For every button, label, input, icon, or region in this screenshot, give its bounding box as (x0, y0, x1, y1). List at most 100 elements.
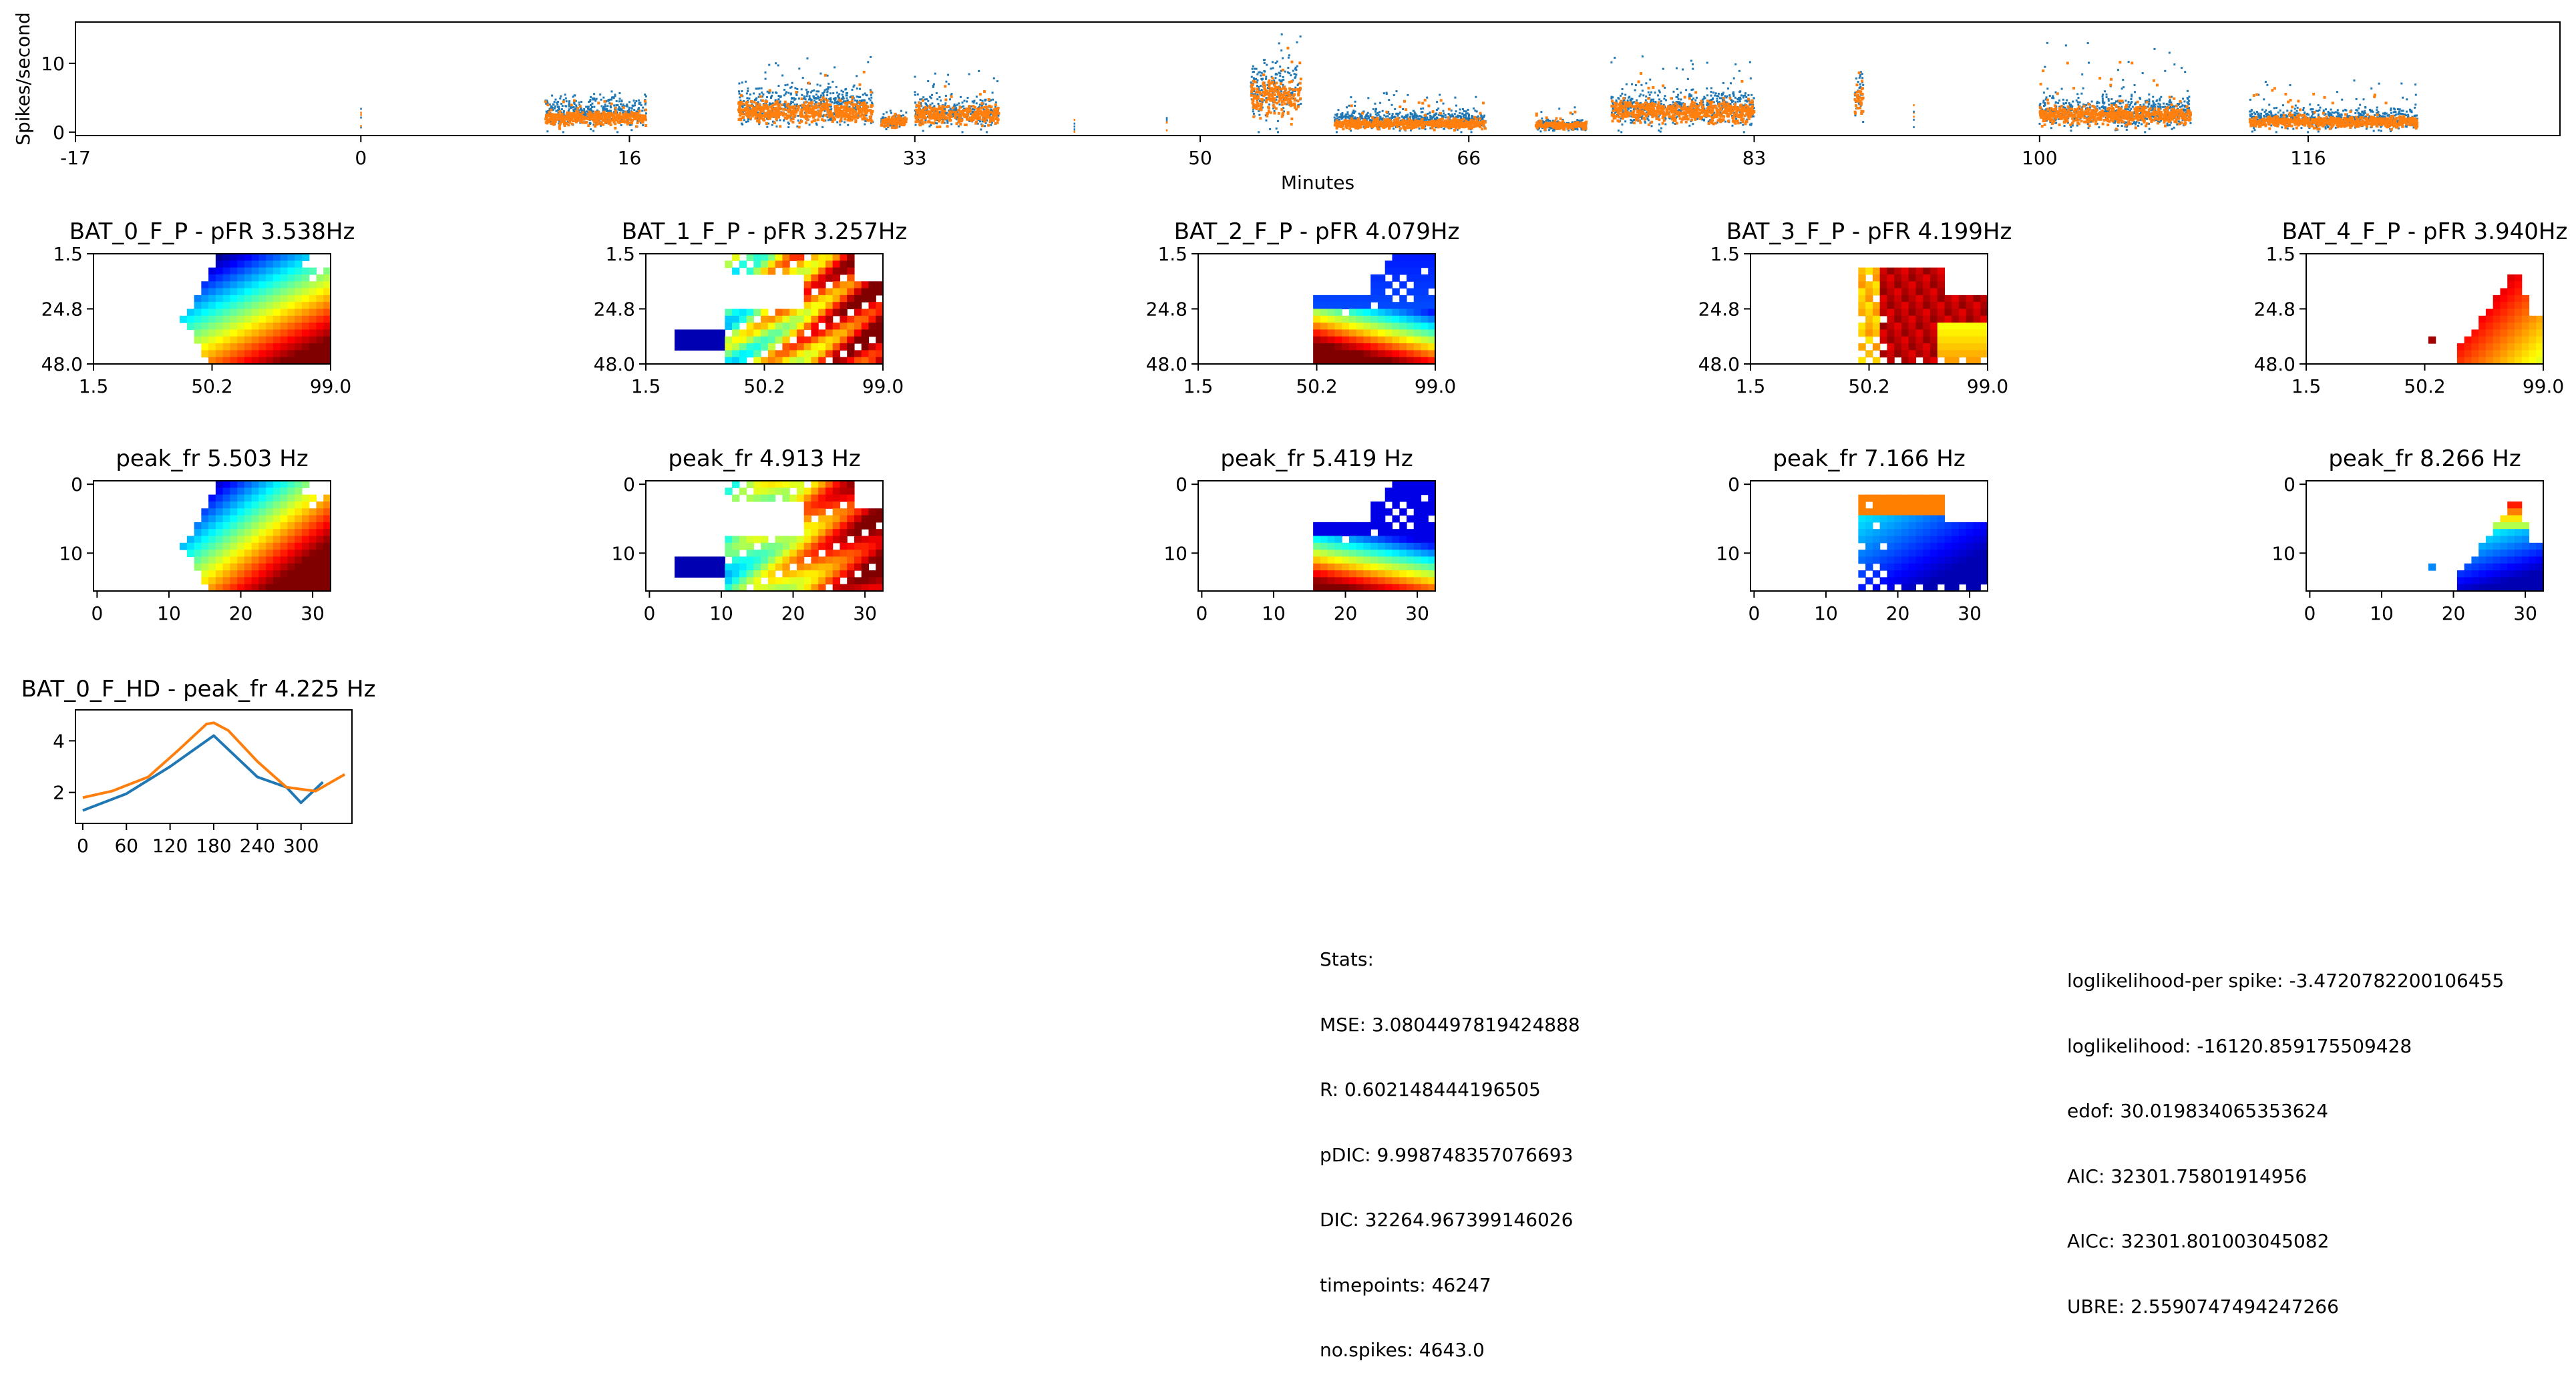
spike-point-blue (741, 81, 743, 84)
spike-point-orange (1551, 124, 1554, 127)
spike-point-orange (924, 116, 927, 120)
spike-point-orange (968, 105, 971, 108)
spike-point-orange (776, 112, 779, 115)
spike-point-orange (1431, 120, 1434, 123)
spike-point-orange (738, 106, 741, 109)
spike-point-orange (1264, 87, 1267, 91)
spike-point-blue (1394, 108, 1397, 110)
spike-point-blue (1416, 115, 1419, 118)
spike-point-orange (622, 106, 625, 110)
spike-point-blue (1349, 130, 1352, 132)
spike-point-blue (599, 93, 602, 95)
spike-point-orange (1424, 121, 1427, 124)
spike-point-blue (1580, 120, 1582, 122)
spike-point-orange (938, 116, 942, 119)
spike-point-orange (1472, 121, 1475, 124)
spike-point-orange (930, 121, 933, 124)
spike-point-orange (1277, 86, 1280, 89)
spike-point-blue (568, 105, 570, 108)
spike-point-orange (977, 108, 980, 112)
spike-point-blue (552, 109, 554, 112)
spike-point-blue (560, 111, 563, 114)
spike-point-orange (841, 110, 844, 113)
spike-point-orange (996, 121, 999, 124)
spike-point-orange (826, 110, 830, 113)
spike-point-orange (1368, 122, 1371, 125)
spike-point-orange (800, 110, 803, 114)
spike-point-orange (891, 126, 894, 130)
spike-point-orange (1282, 100, 1285, 103)
spike-point-blue (771, 94, 773, 97)
spike-point-blue (994, 106, 996, 108)
spike-point-orange (860, 114, 864, 117)
spike-point-orange (1580, 122, 1583, 125)
spike-point-orange (1297, 90, 1300, 93)
spike-point-orange (560, 113, 564, 116)
spike-point-blue (821, 126, 824, 128)
spike-point-blue (615, 104, 618, 106)
spike-point-orange (759, 115, 763, 118)
spike-point-blue (586, 108, 589, 110)
spike-point-orange (560, 120, 563, 124)
spike-point-orange (789, 119, 793, 122)
spike-point-blue (743, 100, 745, 102)
spike-point-orange (777, 116, 780, 119)
spike-point-orange (983, 89, 986, 93)
spike-point-orange (967, 108, 970, 111)
spike-point-orange (823, 114, 827, 117)
spike-point-orange (800, 108, 803, 112)
spike-point-orange (1361, 112, 1364, 115)
spike-point-orange (805, 108, 809, 111)
spike-point-blue (743, 119, 745, 122)
spike-point-blue (1393, 116, 1396, 119)
spike-point-blue (930, 97, 932, 100)
spike-point-orange (1298, 61, 1302, 65)
spike-point-blue (1367, 115, 1370, 118)
spike-point-blue (568, 100, 571, 103)
spike-point-orange (603, 117, 606, 120)
spike-point-orange (761, 114, 764, 118)
spike-point-orange (1362, 122, 1366, 126)
spike-point-orange (582, 118, 586, 121)
spike-point-blue (626, 110, 629, 113)
spike-point-orange (1277, 112, 1280, 115)
spike-point-orange (934, 113, 938, 116)
spike-point-blue (1475, 95, 1477, 98)
spike-point-blue (917, 118, 920, 121)
spike-point-blue (546, 112, 549, 114)
spike-point-orange (787, 114, 790, 118)
spike-point-blue (823, 89, 826, 91)
spike-point-orange (838, 109, 842, 112)
spike-point-orange (916, 104, 919, 108)
spike-point-blue (633, 109, 636, 112)
spike-point-blue (771, 91, 774, 94)
spike-point-orange (1410, 119, 1413, 122)
spike-point-blue (1402, 108, 1405, 110)
spike-point-orange (896, 120, 900, 123)
spike-point-orange (1262, 73, 1266, 77)
spike-point-blue (761, 91, 763, 94)
spike-point-orange (552, 117, 555, 120)
spike-point-orange (958, 106, 962, 109)
spike-point-orange (1397, 123, 1401, 126)
spike-point-orange (938, 105, 941, 108)
spike-point-blue (1572, 121, 1574, 124)
spike-point-orange (628, 115, 631, 118)
spike-point-blue (980, 104, 983, 107)
spike-point-blue (787, 126, 790, 129)
spike-point-orange (581, 111, 584, 114)
spike-point-orange (943, 110, 946, 113)
spike-point-orange (1374, 120, 1378, 123)
spike-point-orange (805, 105, 808, 108)
spike-point-blue (1574, 128, 1577, 130)
spike-point-orange (811, 106, 815, 110)
spike-point-blue (546, 102, 549, 105)
spike-point-orange (1482, 124, 1485, 128)
spike-point-orange (1276, 85, 1279, 89)
spike-point-blue (1370, 119, 1372, 122)
spike-point-blue (1466, 112, 1469, 115)
spike-point-blue (1265, 97, 1268, 100)
spike-point-orange (848, 107, 851, 110)
spike-point-orange (823, 103, 826, 106)
spike-point-orange (807, 81, 810, 85)
